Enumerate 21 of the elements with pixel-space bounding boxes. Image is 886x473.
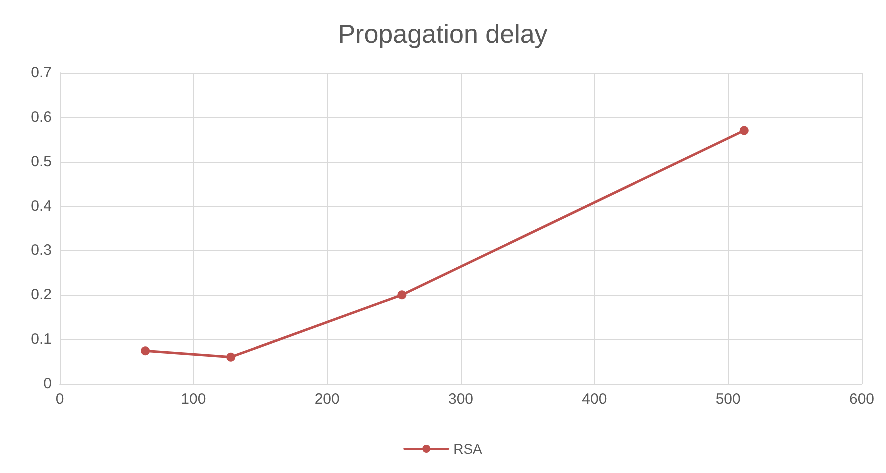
y-tick-label: 0.4 xyxy=(31,198,52,215)
y-tick-label: 0.2 xyxy=(31,286,52,304)
point xyxy=(740,126,749,136)
y-tick-label: 0.7 xyxy=(31,64,52,82)
y-tick-label: 0 xyxy=(44,376,52,392)
legend-label: RSA xyxy=(454,441,484,457)
x-tick-label: 300 xyxy=(448,391,474,408)
point xyxy=(226,352,236,362)
x-tick-label: 0 xyxy=(56,391,64,408)
point xyxy=(141,346,150,356)
x-tick-label: 600 xyxy=(849,391,875,408)
y-tick-label: 0.1 xyxy=(31,331,52,348)
point xyxy=(398,290,407,300)
x-tick-label: 400 xyxy=(582,391,608,408)
y-tick-label: 0.6 xyxy=(31,108,52,126)
x-tick-label: 500 xyxy=(716,391,741,408)
y-tick-label: 0.5 xyxy=(31,153,52,170)
x-tick-label: 100 xyxy=(181,391,206,408)
y-tick-label: 0.3 xyxy=(31,242,52,260)
chart-title: Propagation delay xyxy=(338,19,548,49)
x-tick-label: 200 xyxy=(314,391,340,408)
